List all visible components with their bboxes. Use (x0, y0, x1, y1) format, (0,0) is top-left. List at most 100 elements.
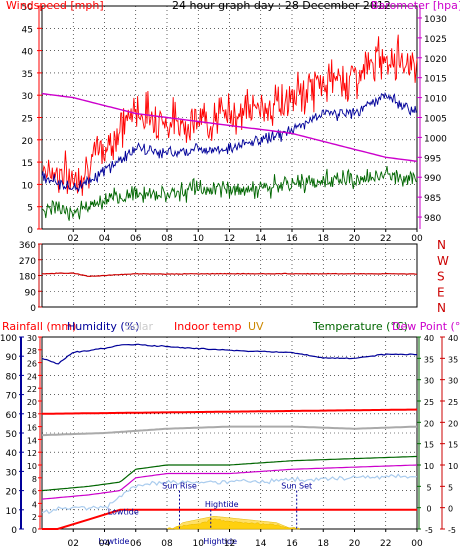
time-tick-label: 14 (255, 234, 267, 244)
rainfall-tick-label: 18 (27, 411, 37, 420)
time-tick-label: 22 (380, 539, 391, 549)
time-tick-label: 18 (318, 234, 330, 244)
humidity-tick-label: 60 (6, 411, 18, 421)
compass-direction-label: S (437, 270, 445, 284)
time-tick-label: 16 (286, 539, 298, 549)
indoor-humidity-line (42, 425, 418, 437)
dew-point-tick-label: 40 (448, 334, 458, 343)
dew-point-tick-label: 15 (448, 441, 458, 450)
humidity-tick-label: 40 (6, 449, 18, 459)
barometer-tick-label: 1000 (424, 134, 447, 144)
sunset-annotation: Sun Set (281, 482, 312, 491)
sunrise-annotation: Sun Rise (162, 482, 197, 491)
direction-tick-label: 360 (19, 241, 36, 251)
indoor-temp-line (42, 408, 418, 415)
time-tick-label: 10 (193, 539, 205, 549)
time-tick-label: 00 (411, 539, 423, 549)
dew-point-tick-label: 25 (448, 398, 458, 407)
temperature-tick-label: 15 (424, 441, 434, 450)
time-tick-label: 10 (193, 234, 205, 244)
temperature-tick-label: 20 (424, 419, 434, 428)
rainfall-tick-label: 2 (32, 513, 37, 522)
time-tick-label: 02 (68, 234, 79, 244)
rainfall-tick-label: 12 (27, 449, 37, 458)
time-tick-label: 16 (286, 234, 298, 244)
rainfall-tick-label: 6 (32, 488, 37, 497)
humidity-tick-label: 10 (6, 507, 18, 517)
direction-tick-label: 0 (30, 304, 36, 314)
time-tick-label: 00 (411, 234, 423, 244)
legend-rainfall: Rainfall (mm) (2, 320, 76, 333)
compass-direction-label: N (437, 301, 446, 315)
rainfall-tick-label: 0 (32, 526, 37, 535)
time-tick-label: 06 (130, 539, 142, 549)
time-tick-label: 12 (224, 234, 235, 244)
dew-point-tick-label: 5 (448, 483, 453, 492)
rainfall-tick-label: 10 (27, 462, 37, 471)
windspeed-tick-label: 50 (22, 3, 34, 13)
dew-point-tick-label: 0 (448, 505, 453, 514)
humidity-line (41, 343, 417, 365)
rainfall-tick-label: 8 (32, 475, 37, 484)
windspeed-tick-label: 15 (22, 159, 33, 169)
barometer-tick-label: 980 (424, 214, 441, 224)
chart-title: 24 hour graph day : 28 December 2012 (172, 0, 391, 12)
temperature-tick-label: 10 (424, 462, 434, 471)
rainfall-tick-label: 26 (27, 360, 37, 369)
rainfall-tick-label: 20 (27, 398, 37, 407)
temperature-line (41, 455, 417, 492)
apparent-temp-line (41, 473, 418, 515)
barometer-line (41, 92, 418, 162)
direction-tick-label: 180 (19, 273, 36, 283)
dew-point-tick-label: 30 (448, 377, 458, 386)
barometer-tick-label: 1025 (424, 35, 447, 45)
windspeed-tick-label: 30 (22, 92, 34, 102)
rainfall-tick-label: 28 (27, 347, 37, 356)
humidity-tick-label: 70 (6, 392, 18, 402)
humidity-tick-label: 0 (11, 526, 17, 536)
dew-point-tick-label: 20 (448, 419, 458, 428)
temperature-tick-label: 5 (426, 483, 431, 492)
barometer-axis-label: Barometer [hpa] (371, 0, 460, 12)
windspeed-tick-label: 25 (22, 115, 33, 125)
dew-point-tick-label: 10 (448, 462, 458, 471)
windspeed-tick-label: 40 (22, 48, 34, 58)
lowtide-annotation: Lowtide (108, 507, 139, 516)
wind-direction-line (41, 272, 417, 278)
humidity-tick-label: 100 (0, 334, 17, 344)
barometer-tick-label: 990 (424, 174, 441, 184)
barometer-tick-label: 1030 (424, 15, 447, 25)
barometer-tick-label: 995 (424, 154, 441, 164)
time-tick-label: 04 (99, 234, 111, 244)
time-tick-label: 08 (161, 539, 173, 549)
compass-direction-label: N (437, 238, 446, 252)
wind-minimum-line (41, 166, 417, 221)
time-tick-label: 08 (161, 234, 173, 244)
windspeed-tick-label: 35 (22, 70, 33, 80)
dew-point-tick-label: 35 (448, 355, 458, 364)
dew-point-tick-label: -5 (448, 526, 456, 535)
temperature-tick-label: 0 (426, 505, 431, 514)
rainfall-tick-label: 4 (32, 500, 37, 509)
wind-average-line (41, 91, 418, 193)
temperature-tick-label: 30 (424, 377, 434, 386)
compass-direction-label: W (437, 254, 449, 268)
legend-indoor-temp: Indoor temp (174, 320, 241, 333)
time-tick-label: 22 (380, 234, 391, 244)
lowtide-annotation: Lowtide (98, 537, 129, 546)
windspeed-tick-label: 5 (27, 204, 33, 214)
windspeed-tick-label: 10 (22, 181, 34, 191)
windspeed-axis-label: Windspeed [mph] (6, 0, 104, 12)
rainfall-line (42, 508, 417, 530)
humidity-tick-label: 20 (6, 488, 18, 498)
windspeed-tick-label: 0 (27, 226, 33, 236)
rainfall-tick-label: 24 (27, 372, 37, 381)
time-tick-label: 18 (318, 539, 330, 549)
hightide-annotation: Hightide (203, 537, 237, 546)
time-tick-label: 04 (99, 539, 111, 549)
time-tick-label: 02 (68, 539, 79, 549)
